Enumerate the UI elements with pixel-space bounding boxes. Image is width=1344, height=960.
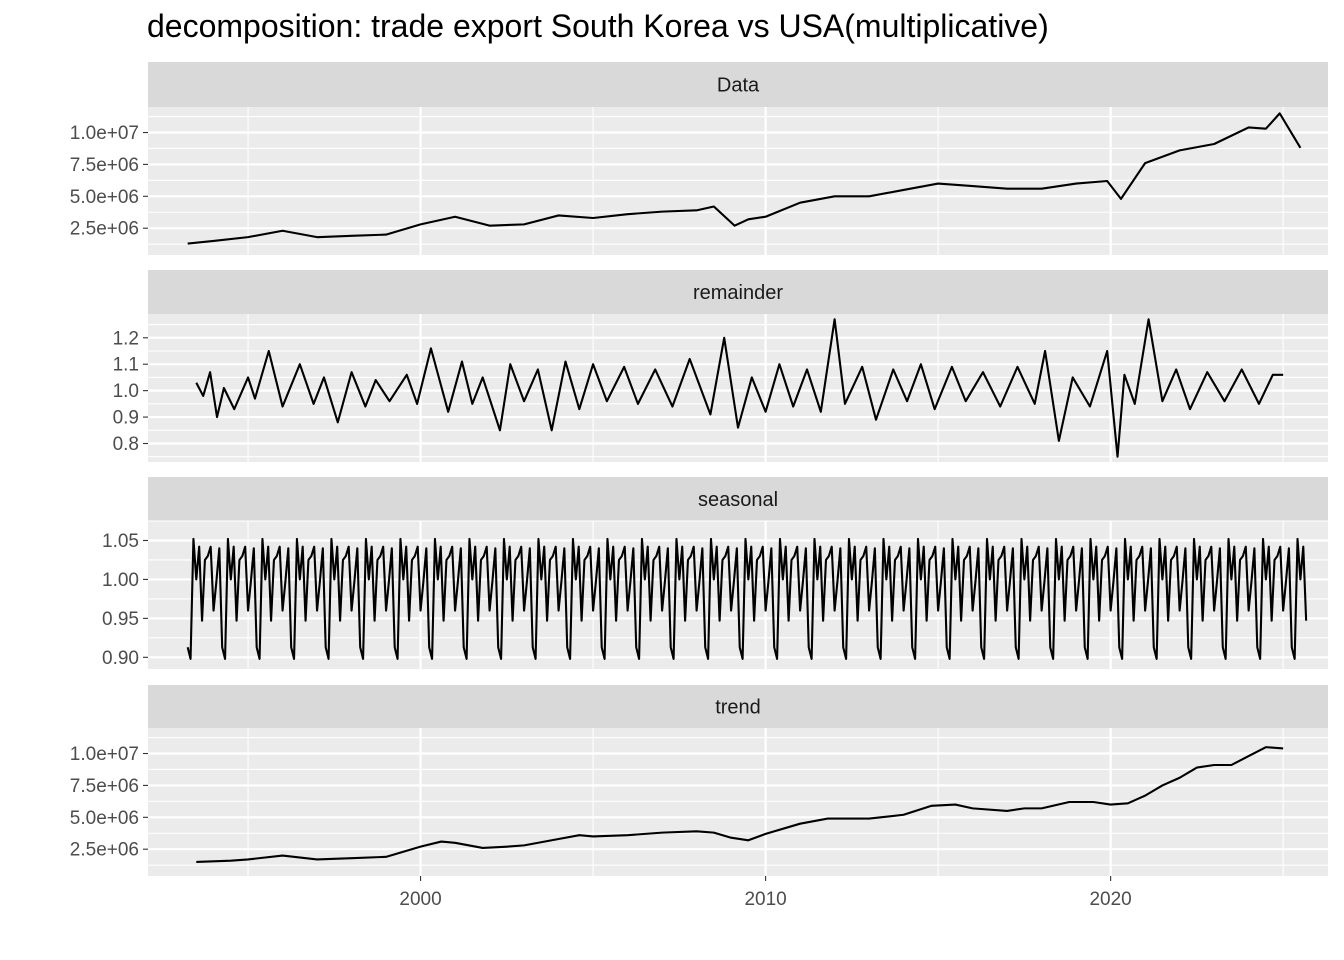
y-tick-label: 1.05	[102, 531, 139, 552]
facet-strip	[148, 477, 1328, 521]
panel-trend: trend 2.5e+06 5.0e+06 7.5e+06 1.0e+07	[70, 685, 1328, 876]
y-tick-label: 0.95	[102, 609, 139, 630]
chart-title: decomposition: trade export South Korea …	[147, 8, 1049, 44]
y-tick-label: 1.0e+07	[70, 123, 139, 144]
y-tick-label: 0.9	[113, 408, 139, 429]
facet-strip-label: remainder	[693, 282, 783, 304]
panel-data: Data 2.5e+06 5.0e+06 7.5e+06 1.0e+07	[70, 62, 1328, 255]
series-line-data	[187, 112, 1302, 245]
x-tick-label: 2010	[744, 889, 786, 910]
x-tick-label: 2020	[1089, 889, 1131, 910]
series-line-remainder	[195, 318, 1284, 458]
panel-seasonal: seasonal 0.90 0.95 1.00 1.05	[102, 477, 1328, 669]
panel-remainder: remainder 0.8 0.9 1.0 1.1 1.2	[113, 270, 1328, 462]
panels-layer: Data 2.5e+06 5.0e+06 7.5e+06 1.0e+07 remainde…	[70, 62, 1328, 876]
series-line-trend	[196, 746, 1284, 864]
y-tick-label: 7.5e+06	[70, 776, 139, 797]
x-axis: 2000 2010 2020	[399, 876, 1132, 910]
facet-strip-label: Data	[717, 75, 760, 97]
y-tick-label: 1.00	[102, 570, 139, 591]
y-tick-label: 2.5e+06	[70, 219, 139, 240]
y-tick-label: 0.8	[113, 434, 139, 455]
facet-strip	[148, 270, 1328, 314]
y-tick-label: 7.5e+06	[70, 155, 139, 176]
y-tick-label: 1.0	[113, 381, 139, 402]
facet-strip	[148, 685, 1328, 728]
panel-background	[148, 107, 1328, 255]
y-tick-label: 5.0e+06	[70, 187, 139, 208]
series-line-seasonal	[186, 537, 1308, 660]
y-tick-label: 1.1	[113, 355, 139, 376]
y-tick-label: 1.2	[113, 328, 139, 349]
x-tick-label: 2000	[399, 889, 441, 910]
facet-strip-label: trend	[715, 697, 761, 719]
y-tick-label: 2.5e+06	[70, 840, 139, 861]
panel-background	[148, 728, 1328, 876]
y-tick-label: 1.0e+07	[70, 744, 139, 765]
y-tick-label: 5.0e+06	[70, 808, 139, 829]
facet-strip-label: seasonal	[698, 489, 778, 511]
y-tick-label: 0.90	[102, 648, 139, 669]
facet-strip	[148, 62, 1328, 107]
